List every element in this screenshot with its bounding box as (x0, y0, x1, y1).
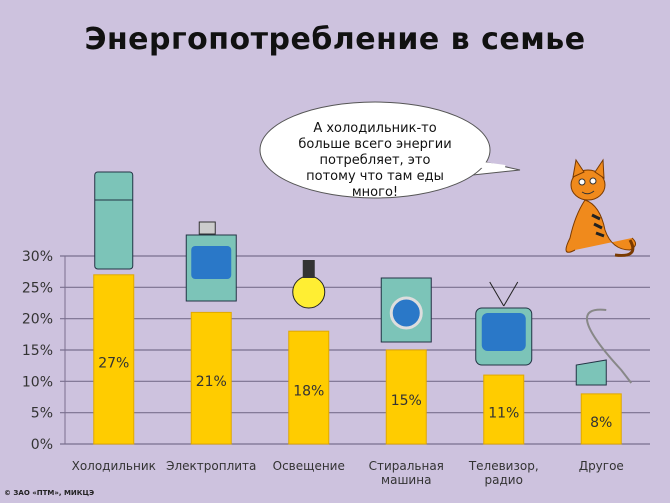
x-tick-label: Телевизор, (468, 459, 539, 473)
y-tick-label: 10% (22, 374, 53, 390)
data-label: 27% (98, 355, 129, 371)
washing-machine-icon (380, 277, 432, 343)
light-bulb-icon (292, 260, 326, 309)
x-tick-label: Стиральная (369, 459, 444, 473)
bar (93, 274, 135, 445)
refrigerator-icon (94, 171, 134, 270)
bar (580, 393, 622, 445)
chart-title: Энергопотребление в семье (84, 22, 586, 57)
y-tick-label: 15% (22, 343, 53, 359)
y-tick-label: 25% (22, 280, 53, 296)
electric-stove-icon (185, 221, 237, 302)
data-label: 11% (488, 406, 519, 422)
x-tick-label: Освещение (273, 459, 345, 473)
y-tick-label: 20% (22, 312, 53, 328)
bar (190, 311, 232, 445)
grid: 0% 5% 10% 15% 20% 25% 30% (22, 249, 650, 453)
speech-bubble (259, 101, 521, 199)
x-tick-label: Другое (579, 459, 624, 473)
data-label: 8% (590, 415, 612, 431)
bar (385, 349, 427, 445)
copyright: © ЗАО «ПТМ», МИКЦЭ (4, 489, 95, 497)
data-label: 21% (196, 374, 227, 390)
data-label: 15% (391, 393, 422, 409)
cat-icon (565, 158, 636, 257)
bar (483, 374, 525, 445)
y-tick-label: 30% (22, 249, 53, 265)
vacuum-cleaner-icon (575, 308, 633, 386)
y-tick-label: 0% (31, 437, 53, 453)
y-tick-label: 5% (31, 406, 53, 422)
tv-icon (475, 281, 533, 366)
x-tick-label: радио (485, 473, 523, 487)
data-label: 18% (293, 384, 324, 400)
bar (288, 330, 330, 445)
x-tick-label: Электроплита (166, 459, 256, 473)
x-tick-label: машина (381, 473, 431, 487)
x-tick-label: Холодильник (72, 459, 156, 473)
speech-bubble-text: А холодильник-то больше всего энергии по… (298, 121, 452, 200)
